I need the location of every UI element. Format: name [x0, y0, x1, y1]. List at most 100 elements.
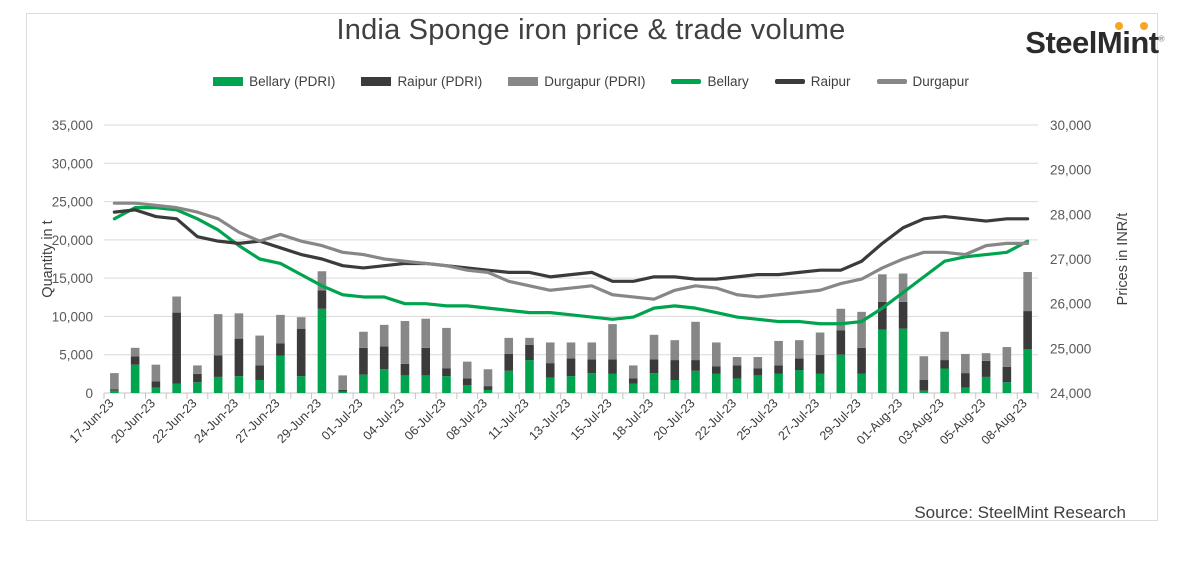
bar-segment[interactable]: [297, 376, 306, 393]
bar-segment[interactable]: [442, 368, 451, 376]
bar-segment[interactable]: [774, 374, 783, 393]
bar-segment[interactable]: [670, 380, 679, 393]
bar-segment[interactable]: [754, 357, 763, 368]
bar-segment[interactable]: [940, 332, 949, 360]
bar-segment[interactable]: [401, 375, 410, 393]
bar-segment[interactable]: [255, 380, 264, 393]
bar-segment[interactable]: [795, 370, 804, 393]
bar-segment[interactable]: [463, 362, 472, 379]
bar-segment[interactable]: [650, 359, 659, 373]
bar-segment[interactable]: [899, 302, 908, 329]
bar-segment[interactable]: [380, 346, 389, 369]
bar-segment[interactable]: [1023, 349, 1032, 393]
bar-segment[interactable]: [131, 348, 140, 356]
bar-segment[interactable]: [338, 375, 347, 390]
bar-segment[interactable]: [276, 315, 285, 343]
bar-segment[interactable]: [920, 380, 929, 391]
bar-segment[interactable]: [214, 377, 223, 393]
bar-segment[interactable]: [401, 321, 410, 364]
bar-segment[interactable]: [712, 366, 721, 374]
bar-segment[interactable]: [982, 377, 991, 393]
bar-segment[interactable]: [857, 374, 866, 393]
bar-segment[interactable]: [837, 330, 846, 355]
bar-segment[interactable]: [338, 391, 347, 393]
bar-segment[interactable]: [152, 388, 161, 393]
bar-segment[interactable]: [982, 361, 991, 377]
bar-segment[interactable]: [276, 343, 285, 355]
bar-segment[interactable]: [961, 354, 970, 373]
bar-segment[interactable]: [338, 390, 347, 392]
bar-segment[interactable]: [733, 357, 742, 365]
line-series[interactable]: [114, 203, 1027, 299]
bar-segment[interactable]: [650, 373, 659, 393]
bar-segment[interactable]: [940, 360, 949, 368]
bar-segment[interactable]: [857, 348, 866, 374]
bar-segment[interactable]: [276, 355, 285, 393]
bar-segment[interactable]: [297, 317, 306, 328]
bar-segment[interactable]: [318, 290, 327, 308]
bar-segment[interactable]: [172, 384, 181, 393]
bar-segment[interactable]: [712, 374, 721, 393]
bar-segment[interactable]: [961, 373, 970, 388]
bar-segment[interactable]: [837, 309, 846, 330]
bar-segment[interactable]: [608, 359, 617, 374]
bar-segment[interactable]: [193, 365, 202, 373]
bar-segment[interactable]: [982, 353, 991, 361]
bar-segment[interactable]: [484, 386, 493, 390]
bar-segment[interactable]: [670, 340, 679, 360]
bar-segment[interactable]: [567, 342, 576, 358]
bar-segment[interactable]: [546, 378, 555, 393]
bar-segment[interactable]: [525, 360, 534, 393]
bar-segment[interactable]: [442, 328, 451, 369]
bar-segment[interactable]: [525, 345, 534, 360]
bar-segment[interactable]: [567, 376, 576, 393]
bar-segment[interactable]: [110, 391, 119, 393]
bar-segment[interactable]: [484, 369, 493, 386]
bar-segment[interactable]: [691, 371, 700, 393]
bar-segment[interactable]: [1023, 272, 1032, 311]
bar-segment[interactable]: [920, 356, 929, 380]
bar-segment[interactable]: [733, 365, 742, 378]
bar-segment[interactable]: [255, 336, 264, 366]
bar-segment[interactable]: [152, 365, 161, 382]
bar-segment[interactable]: [359, 332, 368, 348]
bar-segment[interactable]: [380, 325, 389, 346]
bar-segment[interactable]: [712, 342, 721, 366]
bar-segment[interactable]: [795, 340, 804, 358]
bar-segment[interactable]: [816, 333, 825, 355]
bar-segment[interactable]: [670, 360, 679, 380]
bar-segment[interactable]: [629, 384, 638, 393]
bar-segment[interactable]: [899, 329, 908, 393]
bar-segment[interactable]: [131, 365, 140, 393]
bar-segment[interactable]: [235, 339, 244, 377]
bar-segment[interactable]: [774, 341, 783, 366]
bar-segment[interactable]: [525, 338, 534, 345]
bar-segment[interactable]: [567, 359, 576, 377]
bar-segment[interactable]: [587, 373, 596, 393]
bar-segment[interactable]: [1003, 367, 1012, 382]
bar-segment[interactable]: [837, 355, 846, 393]
bar-segment[interactable]: [587, 359, 596, 373]
bar-segment[interactable]: [795, 359, 804, 370]
bar-segment[interactable]: [1023, 311, 1032, 349]
bar-segment[interactable]: [857, 312, 866, 348]
bar-segment[interactable]: [608, 374, 617, 393]
bar-segment[interactable]: [214, 355, 223, 376]
bar-segment[interactable]: [961, 388, 970, 393]
bar-segment[interactable]: [691, 322, 700, 360]
bar-segment[interactable]: [318, 309, 327, 393]
bar-segment[interactable]: [878, 329, 887, 393]
bar-segment[interactable]: [421, 319, 430, 348]
bar-segment[interactable]: [754, 368, 763, 375]
bar-segment[interactable]: [754, 375, 763, 393]
bar-segment[interactable]: [629, 378, 638, 383]
bar-segment[interactable]: [172, 313, 181, 384]
bar-segment[interactable]: [193, 374, 202, 382]
bar-segment[interactable]: [463, 378, 472, 385]
bar-segment[interactable]: [816, 374, 825, 393]
bar-segment[interactable]: [504, 354, 513, 371]
bar-segment[interactable]: [235, 313, 244, 338]
bar-segment[interactable]: [608, 324, 617, 359]
bar-segment[interactable]: [629, 365, 638, 378]
bar-segment[interactable]: [421, 375, 430, 393]
